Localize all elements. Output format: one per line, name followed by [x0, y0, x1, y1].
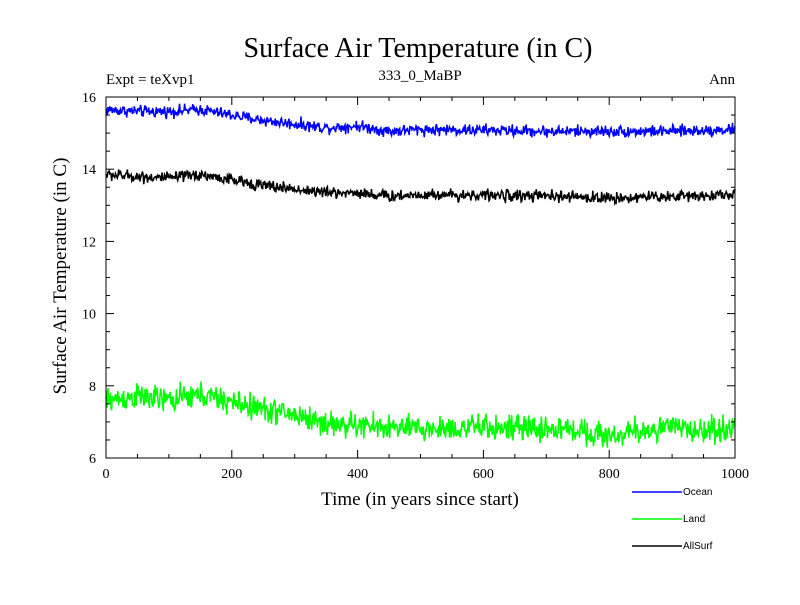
series-line-allsurf [105, 169, 736, 207]
legend-label-ocean: Ocean [683, 487, 712, 498]
y-tick-label: 12 [82, 235, 96, 250]
legend-label-land: Land [683, 514, 705, 525]
plot-frame [105, 96, 736, 459]
y-tick-label: 8 [89, 380, 96, 395]
y-tick-label: 6 [89, 452, 96, 467]
y-axis-label: Surface Air Temperature (in C) [50, 158, 71, 395]
chart-subtitle-center: 333_0_MaBP [378, 68, 461, 84]
chart-subtitle-left: Expt = teXvp1 [106, 72, 194, 88]
x-tick-label: 600 [473, 467, 494, 482]
chart-subtitle-right: Ann [709, 72, 735, 88]
y-tick-label: 10 [82, 308, 96, 323]
chart-title: Surface Air Temperature (in C) [244, 33, 593, 64]
y-tick-label: 16 [82, 91, 96, 106]
legend-label-allsurf: AllSurf [683, 541, 713, 552]
x-tick-label: 0 [103, 467, 110, 482]
x-tick-label: 1000 [721, 467, 749, 482]
y-tick-label: 14 [82, 163, 96, 178]
x-axis-label: Time (in years since start) [321, 489, 519, 510]
x-tick-label: 800 [599, 467, 620, 482]
series-line-ocean [105, 103, 736, 140]
x-tick-label: 200 [221, 467, 242, 482]
series-line-land [105, 381, 736, 448]
x-tick-label: 400 [347, 467, 368, 482]
